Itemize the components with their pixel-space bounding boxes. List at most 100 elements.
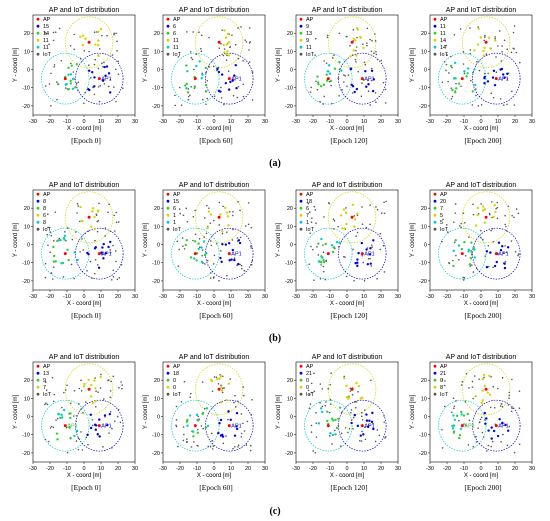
epoch-caption: [Epoch 120] — [330, 483, 367, 492]
iot-point — [484, 34, 486, 37]
iot-point — [72, 71, 75, 73]
iot-point — [89, 260, 92, 263]
x-tick-label: 30 — [529, 466, 535, 472]
x-axis-label: X - coord [m] — [197, 473, 232, 479]
iot-point — [453, 241, 456, 244]
legend-label: AP — [306, 192, 314, 198]
iot-point — [378, 434, 381, 437]
iot-point — [481, 431, 484, 434]
iot-point — [357, 70, 359, 73]
device-point — [93, 379, 96, 382]
panel-group-label: (c) — [269, 506, 280, 517]
iot-point — [375, 50, 377, 53]
legend-marker — [36, 45, 40, 49]
device-point — [73, 434, 76, 438]
iot-point — [309, 91, 312, 93]
iot-point — [50, 272, 53, 274]
iot-point — [384, 88, 387, 91]
legend-marker — [36, 206, 40, 210]
iot-point — [45, 389, 48, 391]
iot-point — [515, 208, 518, 210]
epoch-caption: [Epoch 200] — [464, 483, 501, 492]
device-point — [91, 70, 94, 74]
iot-point — [198, 237, 201, 240]
iot-point — [114, 68, 117, 71]
legend-marker — [299, 199, 303, 203]
iot-point — [507, 404, 510, 406]
iot-point — [194, 209, 196, 212]
device-point — [88, 88, 91, 92]
legend-marker — [166, 192, 170, 196]
x-tick-label: -10 — [63, 294, 71, 300]
iot-point — [307, 389, 310, 392]
y-tick-label: 20 — [24, 378, 30, 384]
x-axis-label: X - coord [m] — [67, 473, 102, 479]
panel-title: AP and IoT distribution — [312, 354, 383, 361]
iot-point — [314, 209, 317, 211]
iot-point — [309, 211, 311, 213]
iot-point — [441, 81, 444, 83]
iot-point — [350, 419, 353, 421]
device-point — [223, 29, 226, 32]
iot-point — [315, 422, 318, 424]
coverage-circle-ap1 — [75, 399, 124, 452]
x-tick-label: 20 — [378, 466, 384, 472]
iot-point — [208, 66, 210, 68]
iot-point — [102, 65, 104, 68]
iot-point — [319, 100, 321, 103]
device-point — [459, 427, 463, 430]
ap-point — [460, 252, 464, 256]
iot-point — [220, 42, 222, 45]
device-point — [97, 54, 100, 57]
device-point — [227, 41, 231, 44]
legend-label: 14 — [43, 31, 49, 37]
device-point — [219, 375, 223, 378]
legend-marker — [433, 371, 437, 375]
iot-point — [333, 228, 335, 230]
iot-point — [367, 424, 370, 426]
device-point — [109, 91, 112, 94]
iot-point — [376, 429, 379, 431]
legend-marker — [166, 24, 170, 28]
iot-point — [332, 218, 335, 221]
iot-point — [315, 222, 317, 224]
iot-point — [315, 411, 317, 414]
iot-point — [496, 206, 499, 209]
iot-point — [175, 424, 177, 426]
ap-point — [87, 215, 91, 219]
y-tick-label: 20 — [24, 206, 30, 212]
legend-marker — [433, 38, 437, 42]
iot-point — [112, 269, 115, 272]
x-tick-label: 0 — [212, 119, 215, 125]
iot-point — [352, 427, 354, 430]
device-point — [106, 423, 109, 427]
device-point — [83, 382, 86, 386]
iot-point — [118, 277, 121, 279]
iot-point — [366, 247, 369, 249]
iot-point — [358, 439, 361, 442]
device-point — [205, 407, 209, 410]
iot-point — [102, 446, 104, 448]
iot-point — [243, 430, 246, 432]
iot-point — [471, 380, 474, 383]
iot-point — [190, 86, 192, 88]
iot-point — [385, 435, 387, 438]
iot-point — [453, 405, 456, 408]
iot-point — [75, 420, 77, 423]
iot-point — [186, 220, 189, 223]
x-tick-label: 20 — [115, 119, 121, 125]
device-point — [207, 210, 211, 213]
iot-point — [111, 427, 113, 430]
iot-point — [107, 211, 109, 214]
iot-point — [200, 47, 202, 50]
device-point — [484, 422, 487, 425]
iot-point — [361, 418, 364, 421]
iot-point — [483, 36, 486, 38]
iot-point — [243, 269, 246, 272]
iot-point — [204, 217, 206, 219]
device-point — [104, 252, 107, 255]
legend-label: 8 — [43, 199, 46, 205]
iot-point — [61, 406, 63, 409]
device-point — [101, 79, 105, 82]
